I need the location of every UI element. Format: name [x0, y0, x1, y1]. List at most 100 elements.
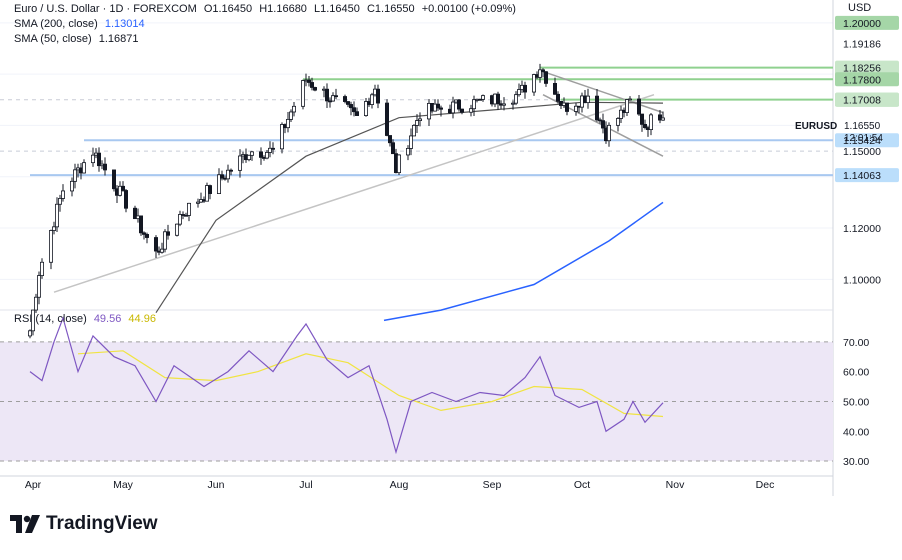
candle-body [186, 202, 191, 216]
candle-body [141, 232, 146, 235]
tradingview-logo[interactable]: TradingView [10, 513, 158, 535]
candle-body [279, 124, 284, 150]
price-tag-label: 1.14063 [843, 170, 881, 182]
candle-body [438, 107, 443, 110]
candle-body [49, 230, 54, 263]
candle-body [70, 180, 75, 192]
time-tick-label: Apr [25, 479, 42, 491]
time-tick-label: Oct [574, 479, 590, 491]
candle-body [417, 118, 422, 121]
symbol-title: Euro / U.S. Dollar · 1D · FOREXCOM [14, 3, 197, 15]
trendlines [53, 70, 664, 293]
price-tag-label: 1.20000 [843, 18, 881, 30]
candle-body [375, 88, 380, 104]
candle-body [27, 330, 32, 337]
candle-body [471, 99, 476, 110]
change-value: +0.00100 (+0.09%) [421, 3, 516, 15]
candle-body [267, 147, 272, 153]
candle-body [541, 69, 546, 73]
candle-body [300, 80, 305, 107]
candle-body [73, 169, 78, 182]
candle-body [643, 123, 648, 128]
candles [27, 63, 666, 339]
candle-body [628, 98, 633, 101]
candle-body [387, 135, 392, 144]
price-tag-bg [835, 72, 899, 87]
candle-body [219, 174, 224, 179]
candle-body [121, 185, 126, 191]
candle-body [480, 95, 485, 100]
candle-body [351, 107, 356, 113]
candle-body [207, 185, 212, 194]
candle-body [390, 142, 395, 155]
candle-body [517, 89, 522, 96]
candle-body [408, 135, 413, 149]
candle-body [414, 120, 419, 126]
time-tick-label: Sep [483, 479, 502, 491]
tradingview-logo-icon [10, 515, 40, 533]
candle-body [165, 231, 170, 236]
sma200-legend[interactable]: SMA (200, close) 1.13014 [14, 17, 149, 31]
candle-body [649, 114, 654, 130]
candle-body [312, 87, 317, 91]
candle-body [532, 74, 537, 93]
candle-body [91, 154, 96, 164]
candle-body [124, 190, 129, 209]
candle-body [348, 104, 353, 109]
time-tick-label: Jul [299, 479, 312, 491]
candle-body [514, 94, 519, 104]
candle-body [601, 120, 606, 129]
close-value: C1.16550 [366, 3, 415, 15]
candle-body [153, 237, 158, 252]
candle-body [565, 102, 570, 112]
candle-body [37, 275, 42, 298]
price-tag-label: 1.17800 [843, 74, 881, 86]
trendline [542, 70, 664, 114]
candle-body [285, 118, 290, 129]
price-tag-label: 1.17008 [843, 95, 881, 107]
rsi-legend[interactable]: RSI (14, close) 49.56 44.96 [14, 312, 160, 326]
candle-body [228, 169, 233, 172]
candle-body [34, 296, 39, 311]
sma50-legend[interactable]: SMA (50, close) 1.16871 [14, 32, 142, 46]
price-tag-label: 1.12000 [843, 223, 881, 235]
price-tag-bg [835, 133, 899, 148]
sma200-value: 1.13014 [104, 18, 145, 30]
bar-countdown: 12:01:54 [844, 133, 883, 144]
candle-body [574, 105, 579, 112]
low-value: L1.16450 [314, 3, 360, 15]
candle-body [384, 102, 389, 136]
candle-body [396, 154, 401, 174]
symbol-legend: Euro / U.S. Dollar · 1D · FOREXCOM O1.16… [14, 2, 520, 16]
candle-body [162, 231, 167, 250]
rsi-tick-label: 60.00 [843, 367, 869, 379]
price-tag-label: 1.10000 [843, 274, 881, 286]
candle-body [52, 226, 57, 231]
last-price-tag: 1.16550 [844, 121, 881, 132]
candle-body [342, 96, 347, 102]
sma50-line [155, 101, 664, 314]
sma200-label: SMA (200, close) [14, 18, 98, 30]
candle-body [195, 201, 200, 204]
high-value: H1.16680 [259, 3, 307, 15]
rsi-pane: 30.00 40.00 50.00 60.00 70.00 [0, 316, 869, 468]
grid [0, 0, 834, 496]
candle-body [450, 101, 455, 114]
rsi-tick-label: 70.00 [843, 337, 869, 349]
price-tag-label: 1.15424 [843, 135, 881, 147]
sma200-line [383, 201, 664, 322]
horizontal-levels [30, 66, 833, 177]
candle-body [495, 93, 500, 105]
candle-body [138, 215, 143, 234]
open-value: O1.16450 [203, 3, 253, 15]
candle-body [354, 111, 359, 116]
candle-body [363, 101, 368, 116]
sma50-label: SMA (50, close) [14, 33, 92, 45]
candle-body [607, 124, 612, 142]
candle-body [556, 93, 561, 102]
candle-body [258, 151, 263, 158]
rsi-tick-label: 30.00 [843, 456, 869, 468]
candle-body [132, 207, 137, 220]
candle-body [324, 88, 329, 102]
